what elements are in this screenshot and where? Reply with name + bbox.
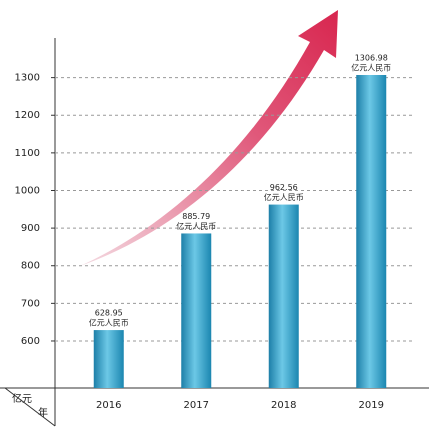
bar [356, 74, 387, 388]
bar [181, 233, 212, 388]
value-unit: 亿元人民币 [176, 221, 216, 231]
value-label: 962.56 [270, 183, 298, 192]
y-tick-label: 1200 [15, 110, 40, 121]
bar [93, 330, 124, 388]
y-axis-label: 亿元 [12, 392, 32, 405]
x-tick-label: 2019 [359, 400, 384, 411]
corner-divider [4, 387, 56, 427]
x-tick-label: 2018 [271, 400, 296, 411]
value-label: 1306.98 [355, 53, 388, 62]
value-unit: 亿元人民币 [264, 192, 304, 202]
x-tick-label: 2016 [96, 400, 121, 411]
value-label: 628.95 [95, 309, 123, 318]
bar [268, 204, 299, 388]
value-unit: 亿元人民币 [351, 62, 391, 72]
trend-arrow [80, 10, 338, 266]
y-tick-label: 600 [21, 336, 40, 347]
value-unit: 亿元人民币 [89, 318, 129, 328]
x-axis-label: 年 [38, 406, 48, 419]
x-tick-label: 2017 [184, 400, 209, 411]
y-tick-label: 900 [21, 223, 40, 234]
y-tick-label: 700 [21, 298, 40, 309]
y-tick-label: 1100 [15, 148, 40, 159]
y-tick-label: 800 [21, 261, 40, 272]
y-tick-label: 1000 [15, 185, 40, 196]
y-tick-label: 1300 [15, 73, 40, 84]
value-label: 885.79 [182, 212, 210, 221]
